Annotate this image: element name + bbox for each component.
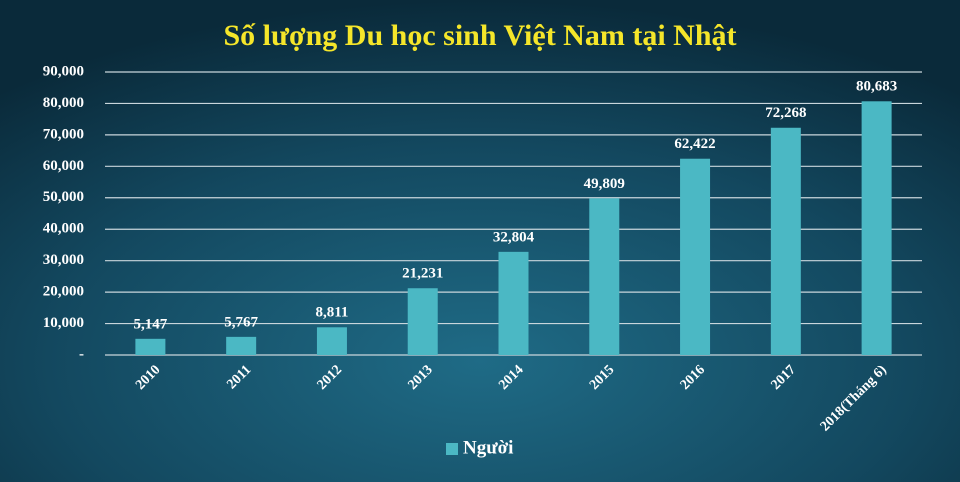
y-tick-label: 10,000 [43, 315, 84, 331]
value-label: 8,811 [315, 305, 348, 321]
value-label: 62,422 [674, 136, 715, 152]
y-tick-label: 80,000 [43, 95, 84, 111]
value-label: 5,767 [224, 314, 258, 330]
bar [316, 327, 347, 355]
y-tick-label: 70,000 [43, 126, 84, 142]
bar [861, 101, 892, 356]
value-label: 5,147 [134, 316, 168, 332]
value-label: 49,809 [584, 176, 625, 192]
bar [680, 158, 711, 355]
bar [770, 127, 801, 355]
bar [135, 338, 166, 355]
bar [498, 251, 529, 355]
y-tick-label: 40,000 [43, 221, 84, 237]
y-tick-label: 90,000 [43, 63, 84, 79]
bar [226, 336, 257, 355]
y-tick-label: 60,000 [43, 158, 84, 174]
value-label: 32,804 [493, 229, 535, 245]
value-label: 80,683 [856, 79, 897, 95]
y-tick-label: 30,000 [43, 252, 84, 268]
value-label: 72,268 [765, 105, 806, 121]
chart-title: Số lượng Du học sinh Việt Nam tại Nhật [223, 19, 736, 52]
legend-swatch [446, 443, 458, 455]
value-label: 21,231 [402, 266, 443, 282]
y-tick-label: - [79, 346, 84, 362]
bar [407, 288, 438, 355]
y-tick-label: 50,000 [43, 189, 84, 205]
bar [589, 198, 620, 355]
y-tick-label: 20,000 [43, 284, 84, 300]
legend-label: Người [463, 437, 513, 458]
